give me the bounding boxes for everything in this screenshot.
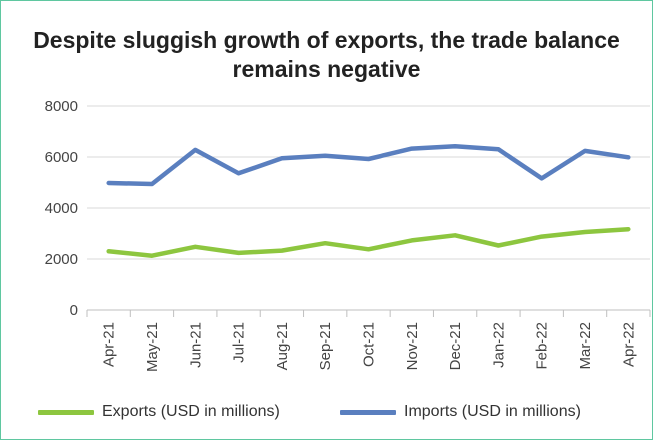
x-tick-labels: Apr-21 May-21 Jun-21 Jul-21 Aug-21 Sep-21 Oct-… bbox=[101, 322, 638, 372]
y-tick-label: 6000 bbox=[45, 149, 78, 166]
x-tick-label: Mar-22 bbox=[577, 322, 594, 370]
legend: Exports (USD in millions) Imports (USD i… bbox=[0, 403, 653, 427]
x-tick-label: Jul-21 bbox=[231, 322, 248, 363]
x-tick-label: Apr-21 bbox=[101, 322, 118, 367]
x-tick-label: Jun-21 bbox=[187, 322, 204, 368]
y-tick-label: 8000 bbox=[45, 98, 78, 115]
series-lines bbox=[106, 144, 631, 258]
exports-series-line bbox=[106, 226, 631, 258]
legend-swatch-imports bbox=[340, 409, 396, 415]
x-tick-label: Apr-22 bbox=[620, 322, 637, 367]
legend-label-imports: Imports (USD in millions) bbox=[404, 403, 581, 420]
x-tick-label: Dec-21 bbox=[447, 322, 464, 370]
y-tick-label: 2000 bbox=[45, 251, 78, 268]
y-tick-labels: 0 2000 4000 6000 8000 bbox=[45, 98, 78, 319]
x-tick-label: Aug-21 bbox=[274, 322, 291, 370]
legend-item-exports: Exports (USD in millions) bbox=[38, 403, 280, 421]
chart-title: Despite sluggish growth of exports, the … bbox=[33, 27, 620, 82]
x-tick-label: Feb-22 bbox=[534, 322, 551, 370]
x-tick-label: Jan-22 bbox=[490, 322, 507, 368]
legend-item-imports: Imports (USD in millions) bbox=[340, 403, 581, 421]
x-tick-label: Nov-21 bbox=[404, 322, 421, 370]
imports-series-line bbox=[106, 144, 631, 187]
x-tick-label: Oct-21 bbox=[361, 322, 378, 367]
y-tick-label: 4000 bbox=[45, 200, 78, 217]
legend-swatch-exports bbox=[38, 409, 94, 415]
legend-label-exports: Exports (USD in millions) bbox=[102, 403, 280, 420]
y-tick-label: 0 bbox=[70, 302, 78, 319]
x-tick-label: Sep-21 bbox=[317, 322, 334, 370]
x-tick-label: May-21 bbox=[144, 322, 161, 372]
axes bbox=[86, 309, 651, 317]
